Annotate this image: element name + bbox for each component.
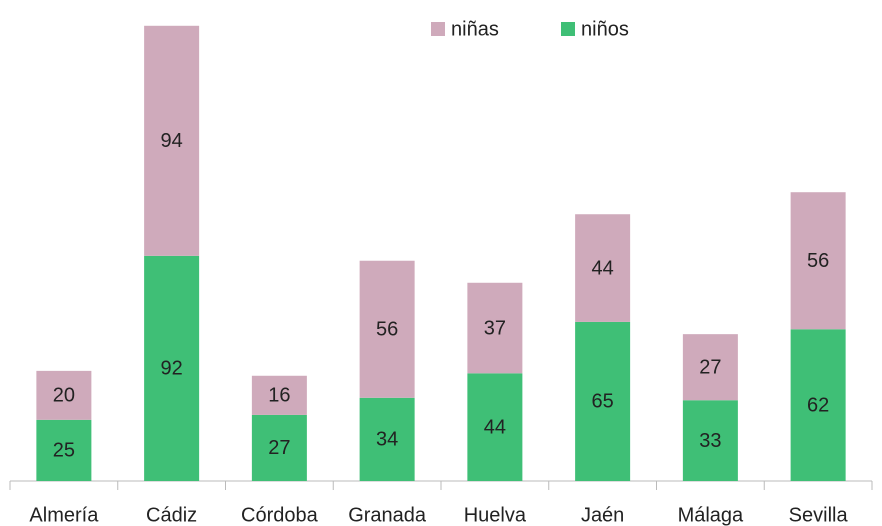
- x-tick-label: Jaén: [581, 504, 624, 526]
- data-label: 34: [376, 429, 398, 451]
- bar-segment: [790, 192, 846, 330]
- bar-segment: [575, 321, 631, 481]
- data-label: 92: [161, 358, 183, 380]
- bar-segment: [251, 414, 307, 481]
- data-label: 44: [484, 416, 506, 438]
- data-label: 27: [268, 437, 290, 459]
- x-tick-label: Huelva: [464, 504, 527, 526]
- data-label: 56: [807, 250, 829, 272]
- bar-segment: [251, 375, 307, 415]
- bar-segment: [36, 370, 92, 420]
- legend-label: niños: [581, 18, 629, 40]
- x-tick-label: Málaga: [678, 504, 744, 526]
- bar-segment: [36, 419, 92, 481]
- data-label: 25: [53, 440, 75, 462]
- bar-segment: [575, 214, 631, 322]
- legend-swatch: [431, 22, 445, 36]
- data-label: 62: [807, 394, 829, 416]
- bar-segment: [359, 397, 415, 481]
- bar-segment: [144, 25, 200, 256]
- data-label: 44: [592, 257, 614, 279]
- bar-segment: [144, 255, 200, 481]
- x-tick-label: Almería: [29, 504, 99, 526]
- data-label: 65: [592, 391, 614, 413]
- legend-label: niñas: [451, 18, 499, 40]
- data-label: 56: [376, 319, 398, 341]
- data-label: 33: [699, 430, 721, 452]
- bar-segment: [359, 260, 415, 398]
- x-tick-label: Granada: [348, 504, 427, 526]
- legend-swatch: [561, 22, 575, 36]
- data-label: 20: [53, 385, 75, 407]
- data-label: 94: [161, 130, 183, 152]
- data-label: 16: [268, 385, 290, 407]
- bar-segment: [790, 329, 846, 481]
- x-tick-label: Sevilla: [789, 504, 849, 526]
- bar-segment: [682, 400, 738, 481]
- x-tick-label: Córdoba: [241, 504, 319, 526]
- bar-segment: [682, 334, 738, 401]
- x-tick-label: Cádiz: [146, 504, 197, 526]
- bar-segment: [467, 373, 523, 481]
- bar-segment: [467, 282, 523, 374]
- data-label: 37: [484, 317, 506, 339]
- data-label: 27: [699, 356, 721, 378]
